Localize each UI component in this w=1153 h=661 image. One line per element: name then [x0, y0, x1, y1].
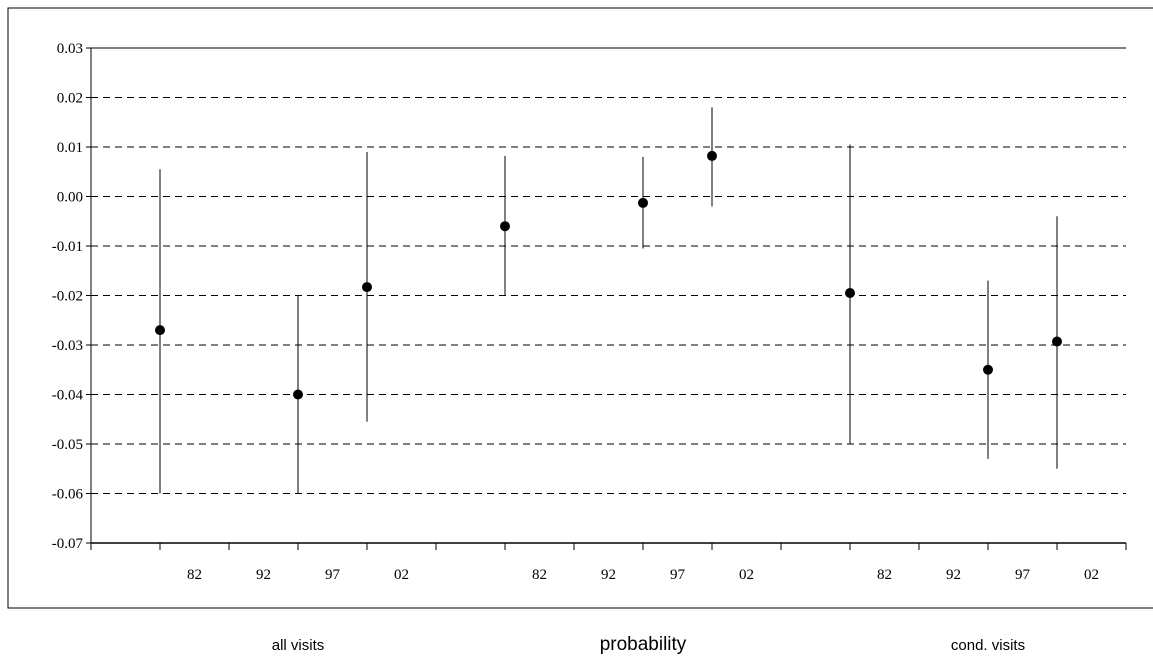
x-tick-label: 82 [532, 567, 547, 583]
data-point [500, 221, 510, 232]
y-tick-label: -0.07 [52, 536, 84, 552]
group-label: cond. visits [951, 637, 1025, 654]
y-tick-label: -0.04 [52, 388, 84, 404]
y-tick-label: -0.01 [52, 239, 83, 255]
y-tick-label: -0.05 [52, 437, 83, 453]
x-tick-label: 92 [601, 567, 616, 583]
data-point [638, 197, 648, 208]
y-tick-label: -0.06 [52, 487, 84, 503]
y-tick-label: 0.01 [57, 140, 83, 156]
group-label: all visits [272, 637, 325, 654]
data-point [983, 364, 993, 375]
data-marks [155, 107, 1062, 494]
x-tick-label: 97 [670, 567, 686, 583]
y-tick-label: 0.02 [57, 91, 83, 107]
x-tick-label: 02 [739, 567, 754, 583]
x-tick-label: 82 [187, 567, 202, 583]
y-tick-label: -0.02 [52, 289, 83, 305]
group-labels: all visits probability cond. visits [272, 634, 1025, 655]
y-tick-label: -0.03 [52, 338, 83, 354]
y-tick-label: 0.00 [57, 190, 83, 206]
group-label: probability [600, 634, 687, 655]
x-axis: 82 92 97 02 82 92 97 02 82 92 97 02 [90, 48, 1127, 583]
chart-frame [7, 7, 1153, 609]
data-point [293, 389, 303, 400]
grid [91, 47, 1126, 494]
data-point [155, 325, 165, 336]
data-point [845, 288, 855, 299]
x-tick-label: 92 [256, 567, 271, 583]
x-tick-label: 02 [1084, 567, 1099, 583]
y-tick-label: 0.03 [57, 41, 83, 57]
data-point [707, 150, 717, 161]
y-axis: 0.03 0.02 0.01 0.00 -0.01 -0.02 -0.03 -0.04 -0.0… [52, 41, 91, 552]
x-tick-label: 97 [1015, 567, 1031, 583]
x-tick-label: 92 [946, 567, 961, 583]
x-tick-label: 97 [325, 567, 341, 583]
data-point [1052, 336, 1062, 347]
data-point [362, 282, 372, 293]
x-tick-label: 82 [877, 567, 892, 583]
x-tick-label: 02 [394, 567, 409, 583]
